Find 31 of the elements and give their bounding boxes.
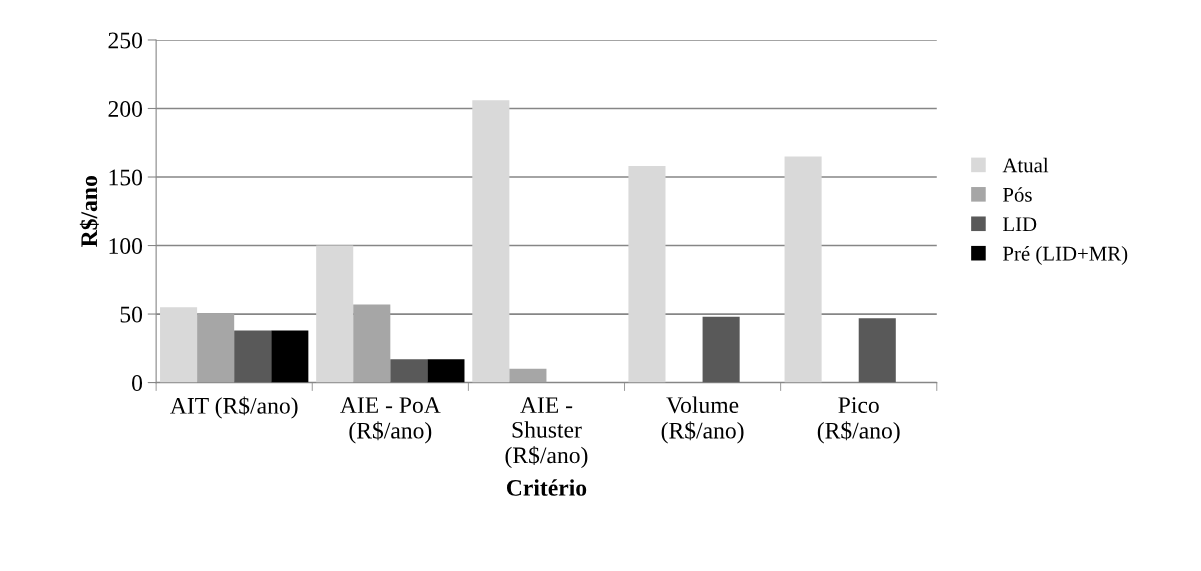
- x-tick-label: AIT (R$/ano): [170, 396, 298, 419]
- x-tick-label: AIE - Shuster (R$/ano): [505, 397, 588, 469]
- bar: [858, 318, 896, 383]
- bar: [427, 359, 465, 383]
- legend-label: Pós: [1002, 187, 1032, 202]
- bar: [509, 368, 547, 383]
- y-tick-label: 50: [120, 306, 143, 323]
- x-tick-label: Pico (R$/ano): [817, 397, 900, 444]
- legend-label: Pré (LID+MR): [1002, 246, 1128, 265]
- bar: [472, 100, 510, 383]
- y-tick-label: 250: [108, 32, 143, 49]
- bar: [271, 330, 309, 383]
- legend-label: LID: [1002, 217, 1037, 232]
- x-tick-label: Volume (R$/ano): [661, 396, 744, 444]
- bar: [234, 330, 272, 383]
- y-tick-label: 0: [132, 375, 143, 391]
- bar: [197, 314, 235, 383]
- bar: [160, 307, 198, 383]
- bar: [784, 156, 822, 383]
- bar: [316, 245, 354, 383]
- bar: [390, 359, 428, 383]
- x-axis-title: Critério: [506, 479, 587, 496]
- y-tick-label: 100: [109, 238, 143, 254]
- bar: [353, 304, 391, 383]
- y-tick-label: 200: [108, 100, 143, 117]
- y-tick-label: 150: [109, 169, 143, 186]
- legend-label: Atual: [1002, 157, 1049, 173]
- bar: [702, 316, 740, 383]
- y-axis-title: R$/ano: [79, 176, 99, 247]
- x-tick-label: AIE - PoA (R$/ano): [340, 397, 441, 444]
- bar: [628, 166, 666, 383]
